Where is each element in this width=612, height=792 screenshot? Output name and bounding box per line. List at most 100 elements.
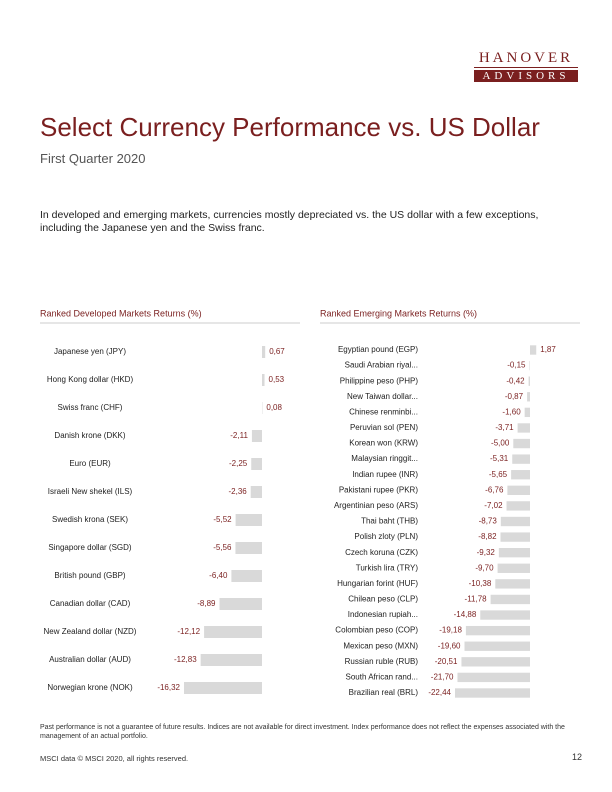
value-label: -12,12 — [177, 627, 200, 636]
value-label: -19,18 — [439, 626, 462, 635]
value-label: -14,88 — [454, 610, 477, 619]
category-label: Euro (EUR) — [69, 459, 111, 468]
category-label: Turkish lira (TRY) — [356, 563, 419, 572]
category-label: South African rand... — [346, 673, 419, 682]
value-label: 0,53 — [269, 375, 285, 384]
value-label: -2,11 — [230, 431, 248, 440]
value-label: -8,89 — [197, 599, 216, 608]
bar — [507, 485, 530, 495]
category-label: British pound (GBP) — [54, 571, 125, 580]
category-label: Swiss franc (CHF) — [58, 403, 123, 412]
bar — [500, 532, 530, 542]
value-label: -2,36 — [228, 487, 247, 496]
category-label: Canadian dollar (CAD) — [50, 599, 131, 608]
category-label: Danish krone (DKK) — [54, 431, 125, 440]
value-label: -9,70 — [475, 563, 494, 572]
category-label: New Zealand dollar (NZD) — [44, 627, 137, 636]
category-label: Australian dollar (AUD) — [49, 655, 131, 664]
value-label: -12,83 — [174, 655, 197, 664]
value-label: -10,38 — [469, 579, 492, 588]
value-label: -5,56 — [213, 543, 232, 552]
category-label: Indian rupee (INR) — [352, 470, 418, 479]
page-title: Select Currency Performance vs. US Dolla… — [40, 112, 540, 142]
bar — [480, 610, 530, 620]
logo-top: HANOVER — [474, 50, 578, 68]
category-label: Colombian peso (COP) — [335, 626, 418, 635]
bar — [231, 570, 262, 582]
category-label: Pakistani rupee (PKR) — [339, 485, 418, 494]
value-label: -0,42 — [506, 376, 525, 385]
bar — [457, 672, 530, 683]
category-label: New Taiwan dollar... — [347, 392, 418, 401]
value-label: -21,70 — [431, 673, 454, 682]
category-label: Chilean peso (CLP) — [348, 595, 418, 604]
bar — [455, 688, 530, 698]
disclaimer: Past performance is not a guarantee of f… — [40, 724, 565, 740]
bar — [500, 516, 530, 527]
value-label: -20,51 — [435, 657, 458, 666]
category-label: Malaysian ringgit... — [351, 454, 418, 463]
value-label: -0,87 — [505, 392, 524, 401]
bar — [251, 430, 262, 442]
category-label: Argentinian peso (ARS) — [334, 501, 418, 510]
value-label: -1,60 — [502, 407, 521, 416]
subtitle: First Quarter 2020 — [40, 151, 146, 166]
value-label: -19,60 — [438, 641, 461, 650]
value-label: 0,08 — [266, 403, 282, 412]
value-label: -8,73 — [479, 517, 498, 526]
logo-bottom: ADVISORS — [474, 70, 578, 82]
bar — [529, 360, 530, 371]
value-label: -2,25 — [229, 459, 248, 468]
bar — [262, 346, 266, 358]
category-label: Singapore dollar (SGD) — [48, 543, 131, 552]
bar — [513, 438, 530, 449]
bar — [200, 654, 262, 666]
category-label: Peruvian sol (PEN) — [350, 423, 418, 432]
category-label: Korean won (KRW) — [349, 439, 418, 448]
bar — [511, 470, 530, 480]
chart-title: Ranked Developed Markets Returns (%) — [40, 308, 202, 318]
bar — [506, 501, 530, 511]
bar — [250, 486, 262, 498]
bar — [490, 594, 530, 605]
category-label: Swedish krona (SEK) — [52, 515, 128, 524]
category-label: Philippine peso (PHP) — [340, 376, 419, 385]
bar — [512, 454, 530, 464]
category-label: Hong Kong dollar (HKD) — [47, 375, 134, 384]
category-label: Saudi Arabian riyal... — [345, 361, 418, 370]
value-label: -6,40 — [209, 571, 228, 580]
bar — [461, 657, 530, 667]
bar — [204, 626, 262, 638]
bar — [184, 682, 262, 694]
bar — [517, 423, 530, 433]
bar — [219, 598, 262, 610]
page-number: 12 — [571, 752, 582, 762]
bar — [530, 345, 537, 355]
value-label: 0,67 — [269, 347, 285, 356]
chart-title: Ranked Emerging Markets Returns (%) — [320, 308, 477, 318]
category-label: Israeli New shekel (ILS) — [48, 487, 133, 496]
category-label: Russian ruble (RUB) — [345, 657, 419, 666]
bar — [464, 641, 530, 651]
bar — [262, 374, 265, 386]
bar — [235, 514, 262, 526]
bar — [498, 548, 530, 558]
value-label: 1,87 — [540, 345, 556, 354]
bar — [528, 376, 530, 386]
value-label: -8,82 — [478, 532, 497, 541]
value-label: -3,71 — [495, 423, 514, 432]
value-label: -11,78 — [465, 595, 488, 604]
bar — [497, 563, 530, 573]
bar — [495, 579, 530, 589]
category-label: Mexican peso (MXN) — [343, 641, 418, 650]
value-label: -16,32 — [157, 683, 180, 692]
category-label: Norwegian krone (NOK) — [47, 683, 133, 692]
logo: HANOVER ADVISORS — [474, 50, 578, 82]
category-label: Czech koruna (CZK) — [345, 548, 418, 557]
value-label: -5,31 — [490, 454, 509, 463]
value-label: -5,65 — [489, 470, 508, 479]
value-label: -22,44 — [428, 688, 451, 697]
category-label: Chinese renminbi... — [349, 407, 418, 416]
